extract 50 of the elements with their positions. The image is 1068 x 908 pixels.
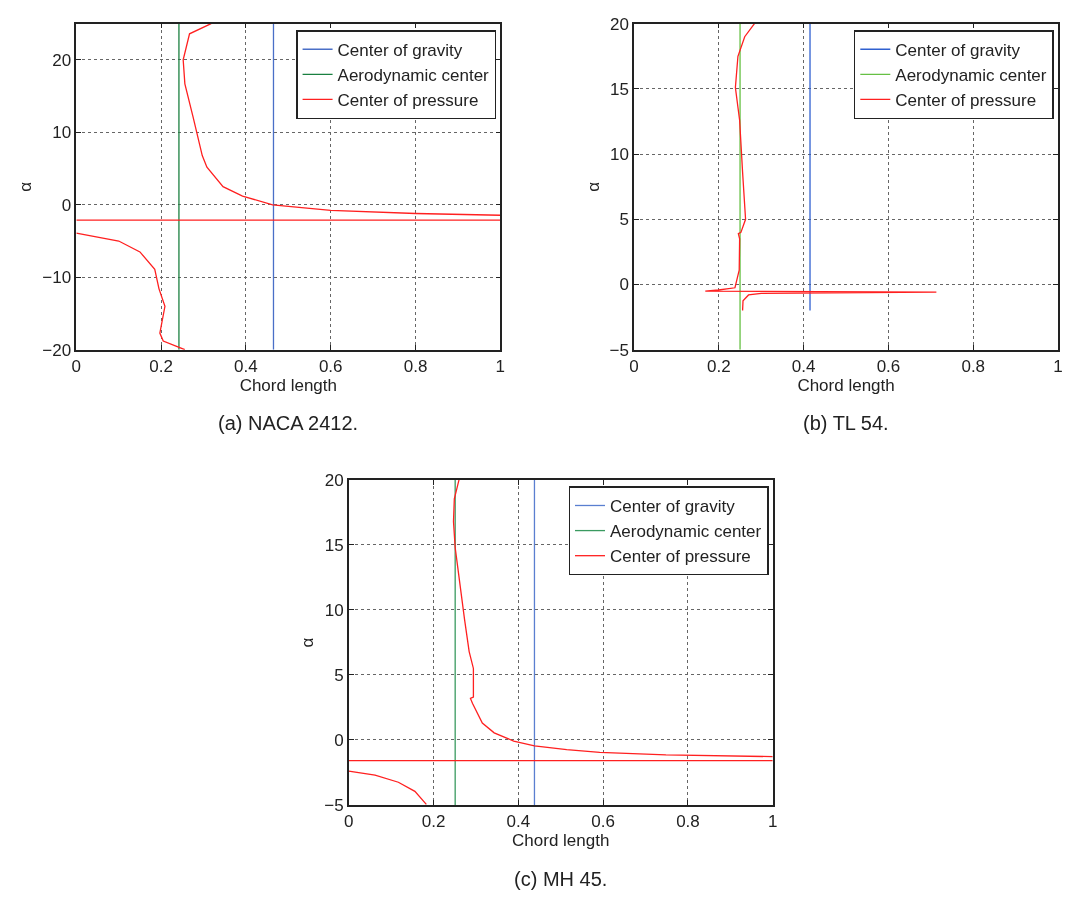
y-tick-label: −5 [324, 795, 344, 815]
y-tick-label: 20 [609, 14, 629, 34]
x-tick-label: 0.8 [403, 356, 428, 376]
legend-label: Aerodynamic center [610, 522, 762, 542]
y-tick-label: 20 [52, 50, 72, 70]
legend-label: Aerodynamic center [337, 65, 490, 85]
x-tick-label: 0.6 [876, 356, 901, 376]
text: (b) TL 54. [803, 412, 889, 434]
y-axis-title: α [583, 181, 603, 192]
x-tick-label: 0.6 [318, 356, 343, 376]
y-tick-label: 15 [324, 535, 344, 555]
x-axis-title: Chord length [797, 375, 895, 395]
y-tick-label: 10 [324, 600, 344, 620]
x-axis-title: Chord length [239, 375, 337, 395]
y-tick-label: −10 [42, 268, 72, 288]
x-tick-label: 0.2 [149, 356, 173, 376]
y-tick-label: −20 [42, 340, 72, 360]
legend-label: Center of gravity [895, 40, 1021, 60]
x-tick-label: 1 [768, 812, 778, 832]
legend-label: Aerodynamic center [895, 65, 1047, 85]
y-axis-title: α [16, 181, 36, 192]
y-tick-label: 15 [609, 79, 629, 99]
y-tick-label: −5 [609, 340, 629, 360]
x-tick-label: 0.8 [676, 812, 700, 832]
legend-label: Center of pressure [610, 547, 751, 567]
y-tick-label: 0 [61, 195, 72, 215]
text: (a) NACA 2412. [218, 412, 359, 434]
y-tick-label: 5 [619, 210, 629, 230]
y-tick-label: 5 [334, 665, 344, 685]
text: (c) MH 45. [514, 868, 608, 890]
x-axis-title: Chord length [512, 831, 610, 851]
y-tick-label: 20 [324, 470, 344, 490]
y-axis-title: α [298, 637, 318, 648]
x-tick-label: 0.8 [961, 356, 986, 376]
x-tick-label: 0.6 [591, 812, 615, 832]
legend-label: Center of gravity [337, 40, 463, 60]
x-tick-label: 0.4 [234, 356, 258, 376]
x-tick-label: 0.4 [791, 356, 816, 376]
x-tick-label: 0.2 [421, 812, 446, 832]
y-tick-label: 0 [334, 730, 344, 750]
x-tick-label: 0.2 [707, 356, 731, 376]
x-tick-label: 1 [495, 356, 506, 376]
x-tick-label: 0.4 [506, 812, 531, 832]
y-tick-label: 0 [619, 275, 629, 295]
y-tick-label: 10 [609, 145, 629, 165]
legend-label: Center of pressure [895, 91, 1037, 111]
legend-label: Center of pressure [337, 91, 479, 111]
y-tick-label: 10 [52, 123, 72, 143]
legend-label: Center of gravity [610, 497, 736, 517]
x-tick-label: 1 [1053, 356, 1063, 376]
